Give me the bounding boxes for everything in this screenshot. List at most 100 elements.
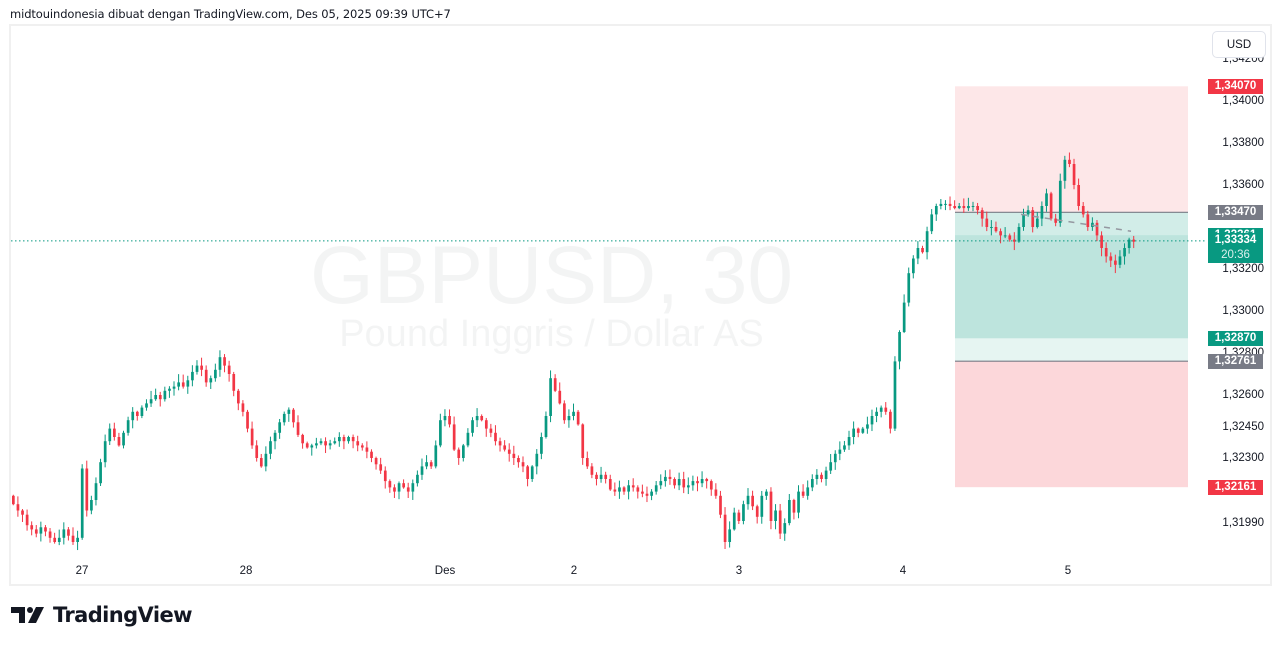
candle-body (420, 466, 424, 475)
candle-body (301, 434, 304, 444)
candle-body (700, 479, 704, 484)
candle-body (209, 378, 213, 383)
candle-body (893, 361, 897, 429)
candle-body (641, 491, 644, 494)
candle-body (664, 476, 667, 482)
candle-body (916, 248, 920, 259)
candle-body (755, 506, 759, 517)
candle-body (30, 525, 34, 530)
candle-body (103, 441, 107, 463)
candle-body (544, 416, 548, 437)
time-tick: 3 (735, 565, 743, 577)
candle-body (397, 483, 401, 492)
candle-body (34, 529, 38, 534)
price-badge-value: 1,33470 (1214, 205, 1257, 218)
candle-body (622, 487, 626, 492)
candle-body (466, 432, 470, 446)
candle-body (939, 203, 943, 206)
candle-body (875, 411, 878, 416)
candle-body (957, 206, 961, 209)
price-tick: 1,34000 (1222, 95, 1264, 107)
candle-body (751, 495, 754, 507)
candle-body (1022, 214, 1025, 227)
candle-body (471, 420, 474, 433)
candle-body (379, 464, 383, 471)
candle-body (145, 403, 148, 408)
candle-body (53, 537, 57, 542)
candle-body (214, 369, 217, 379)
chart-plot-area[interactable]: GBPUSD, 30 Pound Inggris / Dollar AS (11, 26, 1206, 558)
price-badge-value: 1,32161 (1214, 480, 1257, 493)
candle-body (443, 416, 447, 421)
candle-body (237, 390, 240, 404)
candle-body (21, 510, 24, 515)
candle-body (62, 529, 66, 538)
candlestick-chart[interactable] (11, 26, 1206, 558)
candle-body (1127, 239, 1131, 248)
candle-body (108, 428, 112, 442)
price-tick: 1,32450 (1222, 420, 1264, 433)
price-badge: 1,33470 (1208, 204, 1263, 220)
candle-body (1086, 214, 1090, 227)
price-badge: 1,33334 20:36 (1208, 233, 1263, 264)
candle-body (613, 489, 617, 492)
candle-body (457, 449, 461, 458)
candle-body (365, 447, 369, 452)
candle-body (829, 462, 833, 471)
candle-body (113, 428, 116, 437)
candle-body (259, 458, 263, 467)
candle-body (12, 495, 15, 505)
candle-body (191, 371, 194, 381)
candle-body (967, 206, 970, 209)
candle-body (324, 441, 327, 446)
candle-body (475, 416, 479, 421)
candle-body (1003, 235, 1007, 237)
candle-body (636, 487, 640, 492)
time-axis[interactable]: 27 28 Des 2 3 4 5 (11, 558, 1206, 584)
candle-body (1132, 239, 1136, 242)
candle-body (944, 203, 947, 205)
candle-body (360, 445, 364, 448)
candle-body (921, 248, 924, 253)
time-tick: 4 (899, 565, 907, 577)
price-badge: 1,32761 (1208, 353, 1263, 369)
candle-body (994, 227, 998, 232)
candle-body (618, 487, 621, 492)
candle-body (16, 504, 20, 511)
candle-body (122, 432, 125, 446)
candle-body (278, 422, 282, 433)
candle-body (507, 449, 511, 454)
candle-body (117, 437, 121, 446)
candle-body (1072, 164, 1076, 185)
candle-body (328, 443, 332, 446)
candle-body (728, 529, 732, 542)
candle-body (737, 512, 741, 521)
candle-body (232, 374, 236, 391)
candle-body (1063, 159, 1067, 181)
candle-body (1081, 206, 1085, 215)
candle-body (498, 441, 502, 446)
currency-button[interactable]: USD (1212, 31, 1266, 58)
candle-body (797, 491, 800, 513)
candle-body (677, 479, 681, 486)
candle-body (80, 468, 84, 538)
long-target-zone (955, 235, 1188, 362)
candle-body (315, 443, 318, 446)
candle-body (356, 441, 360, 446)
candle-body (889, 411, 892, 429)
candle-body (1031, 210, 1035, 227)
candle-body (67, 529, 70, 536)
candle-body (480, 416, 484, 421)
candle-body (71, 535, 75, 542)
price-axis[interactable]: 1,34200 1,34000 1,33800 1,33600 1,33200 1,330… (1206, 26, 1270, 558)
candle-body (99, 462, 102, 484)
long-stop-zone (955, 361, 1188, 488)
candle-body (370, 451, 373, 458)
tradingview-logo: TradingView (11, 603, 192, 627)
candle-body (338, 437, 341, 442)
candle-body (250, 428, 254, 446)
candle-body (131, 411, 135, 421)
candle-body (416, 474, 419, 484)
candle-body (801, 491, 805, 496)
candle-body (824, 470, 828, 479)
